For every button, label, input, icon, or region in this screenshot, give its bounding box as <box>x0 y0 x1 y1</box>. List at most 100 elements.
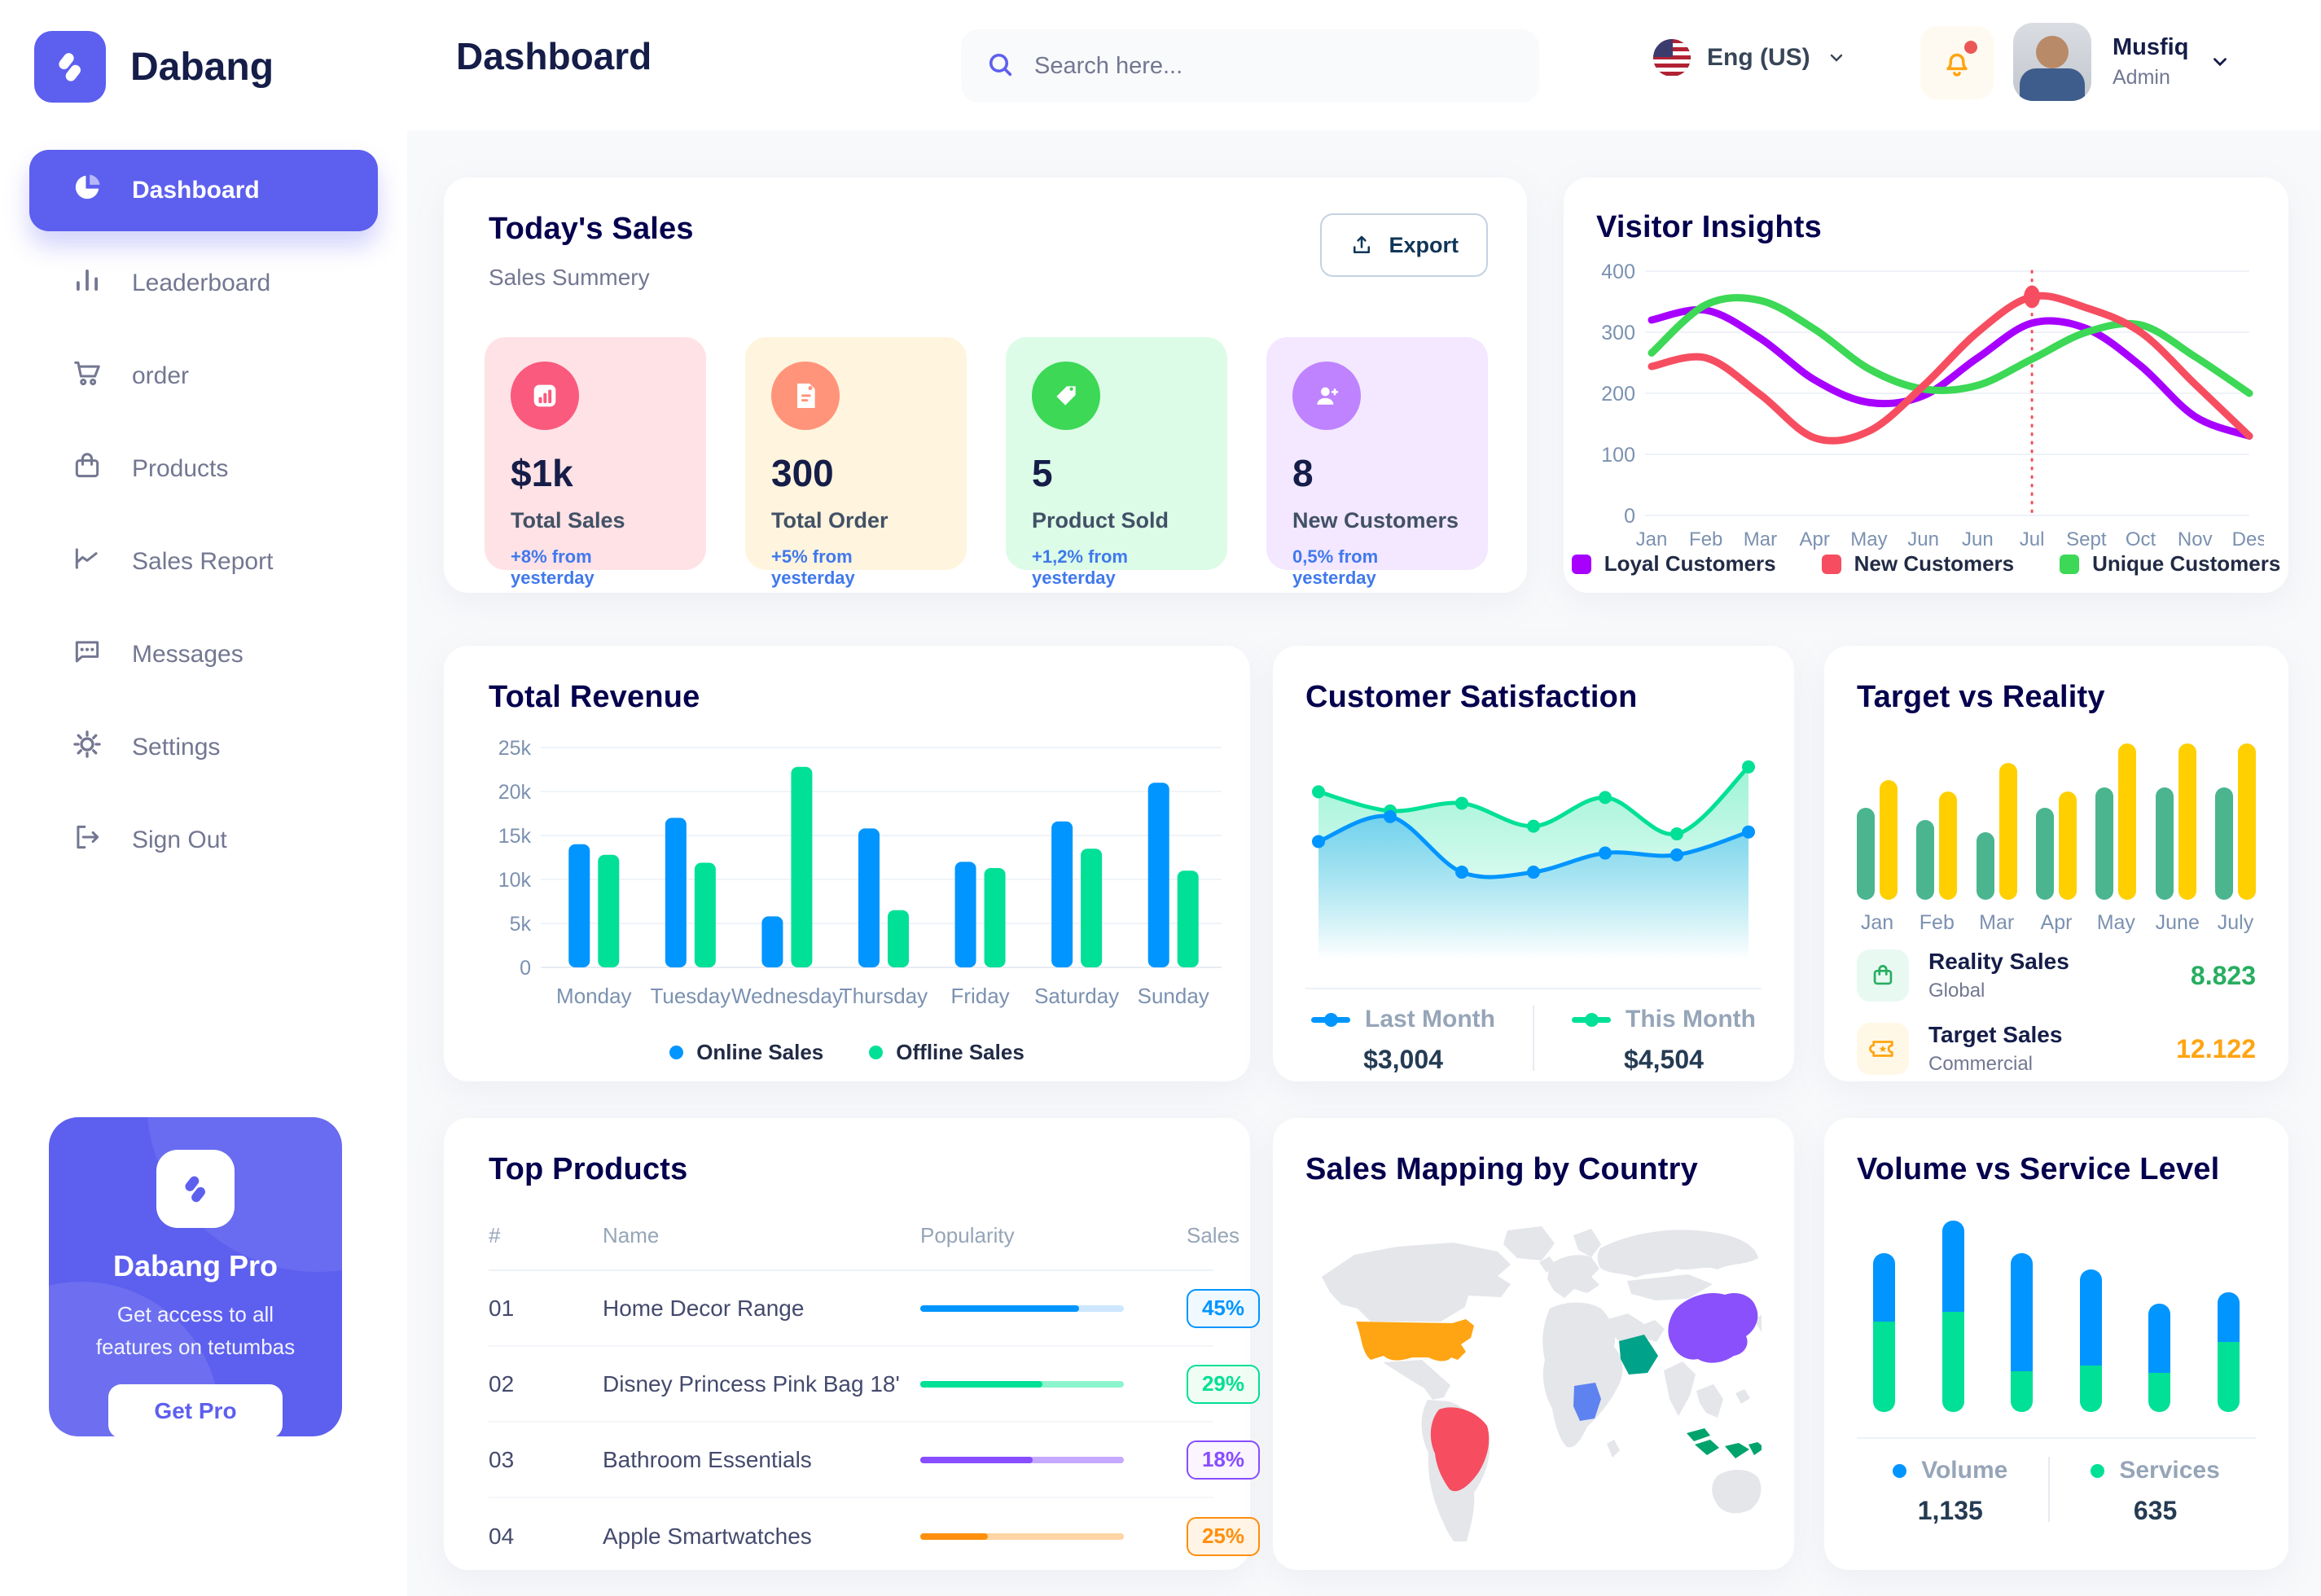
bar-chart-icon <box>72 265 103 302</box>
ticket-icon <box>1857 1023 1909 1075</box>
user-menu[interactable]: Musfiq Admin <box>2013 23 2231 101</box>
volume-vs-service-panel: Volume vs Service Level Volume 1,135 Ser… <box>1824 1118 2288 1570</box>
stat-cards: $1k Total Sales +8% from yesterday 300 T… <box>485 337 1488 588</box>
land-uk <box>1539 1256 1555 1273</box>
language-selector[interactable]: Eng (US) <box>1653 39 1846 77</box>
get-pro-button[interactable]: Get Pro <box>108 1384 283 1436</box>
table-row: 04 Apple Smartwatches 25% <box>489 1498 1260 1574</box>
target-sales-value: 12.122 <box>2176 1033 2256 1063</box>
legend-text: Target Sales Commercial <box>1928 1022 2063 1075</box>
stat-value: 300 <box>771 452 834 494</box>
reality-sales-legend: Reality Sales Global 8.823 <box>1857 949 2256 1002</box>
customer-satisfaction-chart <box>1312 760 1755 960</box>
panel-title: Total Revenue <box>489 680 700 714</box>
legend-offline-sales: Offline Sales <box>869 1040 1024 1065</box>
bell-icon <box>1946 53 1968 77</box>
sidebar-item-leaderboard[interactable]: Leaderboard <box>29 243 378 324</box>
pro-description: Get access to all features on tetumbas <box>95 1302 296 1359</box>
svg-text:Jan: Jan <box>1636 528 1668 550</box>
sidebar-item-label: Sales Report <box>132 548 274 575</box>
panel-title: Visitor Insights <box>1596 210 1822 244</box>
sidebar-item-order[interactable]: order <box>29 335 378 417</box>
legend-loyal-customers: Loyal Customers <box>1571 551 1776 577</box>
sidebar-item-products[interactable]: Products <box>29 428 378 510</box>
divider <box>2048 1457 2051 1522</box>
brand-name: Dabang <box>130 45 274 89</box>
panel-title: Target vs Reality <box>1857 680 2105 714</box>
country-indonesia <box>1687 1428 1762 1458</box>
brand-logo-icon <box>34 31 106 103</box>
sign-out-icon <box>72 822 103 859</box>
product-name: Disney Princess Pink Bag 18' <box>603 1370 900 1396</box>
legend-dot <box>669 1046 684 1059</box>
export-button[interactable]: Export <box>1320 213 1488 277</box>
export-icon <box>1354 235 1371 253</box>
legend-dot <box>1893 1463 1907 1478</box>
total-revenue-chart: 0 5k 10k 15k 20k 25k Monday Tuesday WednesdayThu… <box>498 737 1222 1008</box>
svg-text:Jul: Jul <box>2020 528 2045 550</box>
table-row: 02 Disney Princess Pink Bag 18' 29% <box>489 1347 1260 1423</box>
table-header: # Name Popularity Sales <box>489 1223 1239 1271</box>
visitor-insights-panel: Visitor Insights 400 300 200 100 0 Jan Feb Mar A… <box>1564 178 2288 593</box>
sales-badge: 18% <box>1187 1440 1260 1480</box>
land-india <box>1664 1361 1696 1416</box>
svg-text:Des: Des <box>2232 528 2264 550</box>
stat-label: Total Sales <box>511 508 625 533</box>
country-brazil <box>1430 1407 1490 1492</box>
svg-text:0: 0 <box>1624 505 1635 528</box>
svg-text:Wednesday: Wednesday <box>731 984 843 1008</box>
svg-text:400: 400 <box>1601 261 1635 283</box>
sidebar-item-sign-out[interactable]: Sign Out <box>29 800 378 881</box>
panel-title: Volume vs Service Level <box>1857 1152 2220 1186</box>
sidebar-item-sales-report[interactable]: Sales Report <box>29 521 378 603</box>
pie-chart-icon <box>72 172 103 209</box>
svg-text:Jun: Jun <box>1907 528 1939 550</box>
sidebar-item-settings[interactable]: Settings <box>29 707 378 788</box>
stat-label: Total Order <box>771 508 888 533</box>
stat-value: 8 <box>1292 452 1314 494</box>
popularity-bar <box>920 1380 1124 1388</box>
panel-title: Sales Mapping by Country <box>1305 1152 1698 1186</box>
svg-text:5k: 5k <box>510 913 532 936</box>
svg-text:20k: 20k <box>498 781 532 804</box>
target-vs-reality-chart <box>1857 737 2256 900</box>
svg-text:Feb: Feb <box>1689 528 1722 550</box>
svg-text:Saturday: Saturday <box>1034 984 1119 1008</box>
svg-text:0: 0 <box>520 957 531 980</box>
popularity-bar <box>920 1456 1124 1463</box>
legend-volume: Volume 1,135 <box>1893 1457 2007 1526</box>
legend-new-customers: New Customers <box>1821 551 2014 577</box>
sidebar-item-label: Messages <box>132 641 244 668</box>
land-madagascar <box>1607 1440 1620 1458</box>
stat-change: +1,2% from yesterday <box>1032 546 1128 588</box>
land-europe <box>1547 1255 1599 1298</box>
pro-logo-icon <box>156 1150 235 1228</box>
sidebar-item-dashboard[interactable]: Dashboard <box>29 150 378 231</box>
divider <box>1305 988 1762 989</box>
volume-vs-service-chart <box>1873 1212 2240 1412</box>
land-philippines <box>1735 1389 1750 1404</box>
land-australia <box>1712 1469 1762 1514</box>
pro-upgrade-card: Dabang Pro Get access to all features on… <box>49 1117 342 1436</box>
top-products-panel: Top Products # Name Popularity Sales 01 … <box>444 1118 1260 1570</box>
bag-icon <box>1857 949 1909 1002</box>
panel-title: Today's Sales <box>489 212 694 246</box>
sales-mapping-panel: Sales Mapping by Country <box>1273 1118 1794 1570</box>
product-name: Bathroom Essentials <box>603 1446 812 1472</box>
stat-value: 5 <box>1032 452 1053 494</box>
stat-chart-icon <box>511 362 579 430</box>
us-flag-icon <box>1653 39 1691 77</box>
this-month-total: $4,504 <box>1624 1045 1704 1074</box>
language-label: Eng (US) <box>1707 44 1810 71</box>
notifications-button[interactable] <box>1920 26 1994 99</box>
popularity-bar <box>920 1304 1124 1312</box>
stat-change: +5% from yesterday <box>771 546 855 588</box>
services-total: 635 <box>2133 1496 2178 1525</box>
satisfaction-legend: Last Month $3,004 This Month $4,504 <box>1273 1006 1794 1075</box>
sidebar-item-messages[interactable]: Messages <box>29 614 378 695</box>
search-input[interactable] <box>1034 52 1515 80</box>
land-russia-asia <box>1597 1230 1758 1278</box>
line-chart-icon <box>72 543 103 581</box>
stat-card-total-sales: $1k Total Sales +8% from yesterday <box>485 337 706 588</box>
